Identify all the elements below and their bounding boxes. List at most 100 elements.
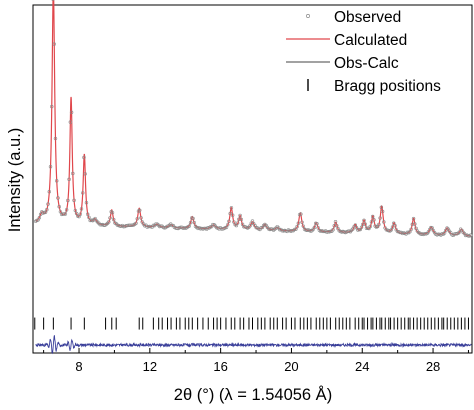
observed-point — [110, 210, 115, 215]
observed-point — [78, 212, 82, 216]
observed-point — [382, 220, 386, 224]
observed-point — [112, 217, 116, 222]
series-observed-markers — [33, 0, 473, 238]
observed-point — [45, 207, 49, 212]
observed-point — [227, 219, 231, 224]
x-tick-label: 8 — [75, 359, 82, 374]
legend-marker-observed — [306, 14, 310, 18]
observed-point — [359, 225, 364, 230]
observed-point — [409, 227, 413, 232]
observed-point — [370, 214, 375, 219]
observed-point — [335, 223, 339, 228]
observed-point — [73, 208, 78, 213]
observed-point — [138, 208, 142, 213]
x-tick-label: 28 — [426, 359, 440, 374]
observed-point — [134, 221, 138, 225]
observed-point — [71, 171, 75, 176]
observed-point — [362, 218, 366, 223]
observed-point — [72, 198, 76, 203]
observed-point — [224, 225, 229, 230]
observed-point — [79, 207, 84, 211]
observed-point — [67, 177, 71, 182]
x-axis: 8 12 16 20 24 28 — [43, 348, 469, 374]
series-bragg-positions — [34, 317, 469, 330]
observed-point — [230, 213, 235, 217]
observed-point — [393, 223, 397, 228]
observed-point — [47, 190, 51, 194]
observed-point — [294, 227, 298, 231]
observed-point — [68, 120, 73, 124]
observed-point — [211, 222, 215, 227]
observed-point — [430, 226, 434, 230]
observed-point — [62, 212, 66, 216]
observed-point — [353, 223, 358, 227]
x-tick-label: 24 — [355, 359, 369, 374]
x-tick-label: 12 — [143, 359, 157, 374]
observed-point — [378, 216, 382, 220]
observed-point — [468, 233, 473, 237]
observed-point — [53, 136, 58, 141]
legend-label-calculated: Calculated — [334, 32, 407, 49]
observed-point — [228, 211, 232, 216]
observed-point — [66, 198, 70, 203]
observed-point — [248, 224, 252, 228]
observed-point — [357, 227, 361, 232]
observed-point — [50, 104, 54, 109]
observed-point — [413, 222, 417, 226]
observed-point — [239, 217, 244, 222]
observed-point — [363, 222, 367, 226]
observed-point — [57, 205, 61, 209]
observed-point — [296, 221, 301, 225]
observed-point — [46, 202, 50, 206]
observed-point — [56, 196, 60, 200]
observed-point — [368, 224, 372, 229]
observed-point — [69, 110, 74, 115]
observed-point — [48, 165, 53, 169]
observed-point — [389, 228, 393, 232]
observed-point — [380, 209, 385, 214]
observed-point — [52, 42, 56, 46]
observed-point — [64, 208, 69, 212]
observed-point — [250, 219, 255, 223]
observed-point — [237, 217, 241, 222]
observed-point — [295, 224, 299, 229]
x-tick-label: 20 — [284, 359, 298, 374]
observed-point — [187, 224, 192, 228]
observed-point — [299, 212, 303, 216]
plot-frame — [32, 4, 473, 354]
observed-point — [188, 221, 193, 225]
observed-point — [192, 220, 196, 225]
observed-point — [125, 223, 130, 228]
observed-point — [414, 226, 418, 231]
observed-point — [377, 222, 381, 227]
observed-point — [170, 223, 174, 228]
observed-point — [58, 210, 63, 214]
observed-point — [333, 220, 338, 224]
y-axis-label: Intensity (a.u.) — [6, 128, 24, 233]
legend-label-bragg-positions: Bragg positions — [334, 78, 441, 95]
observed-point — [292, 227, 297, 232]
observed-point — [315, 221, 319, 226]
observed-point — [135, 217, 139, 221]
legend: Observed Calculated Obs-Calc Bragg position… — [286, 9, 441, 95]
x-tick-label: 16 — [213, 359, 227, 374]
series-obs-calc-line — [35, 335, 472, 355]
observed-point — [83, 172, 87, 176]
observed-point — [457, 230, 462, 234]
legend-label-obs-calc: Obs-Calc — [334, 55, 399, 72]
observed-point — [107, 220, 111, 224]
observed-point — [232, 220, 236, 224]
observed-point — [372, 218, 376, 222]
observed-point — [191, 216, 195, 221]
observed-point — [226, 223, 230, 227]
observed-point — [51, 0, 55, 1]
legend-label-observed: Observed — [334, 9, 401, 26]
observed-point — [235, 221, 240, 225]
observed-point — [74, 211, 79, 216]
observed-point — [331, 228, 335, 232]
observed-point — [390, 225, 395, 229]
observed-point — [312, 225, 317, 230]
observed-point — [229, 206, 234, 210]
observed-point — [63, 212, 68, 216]
